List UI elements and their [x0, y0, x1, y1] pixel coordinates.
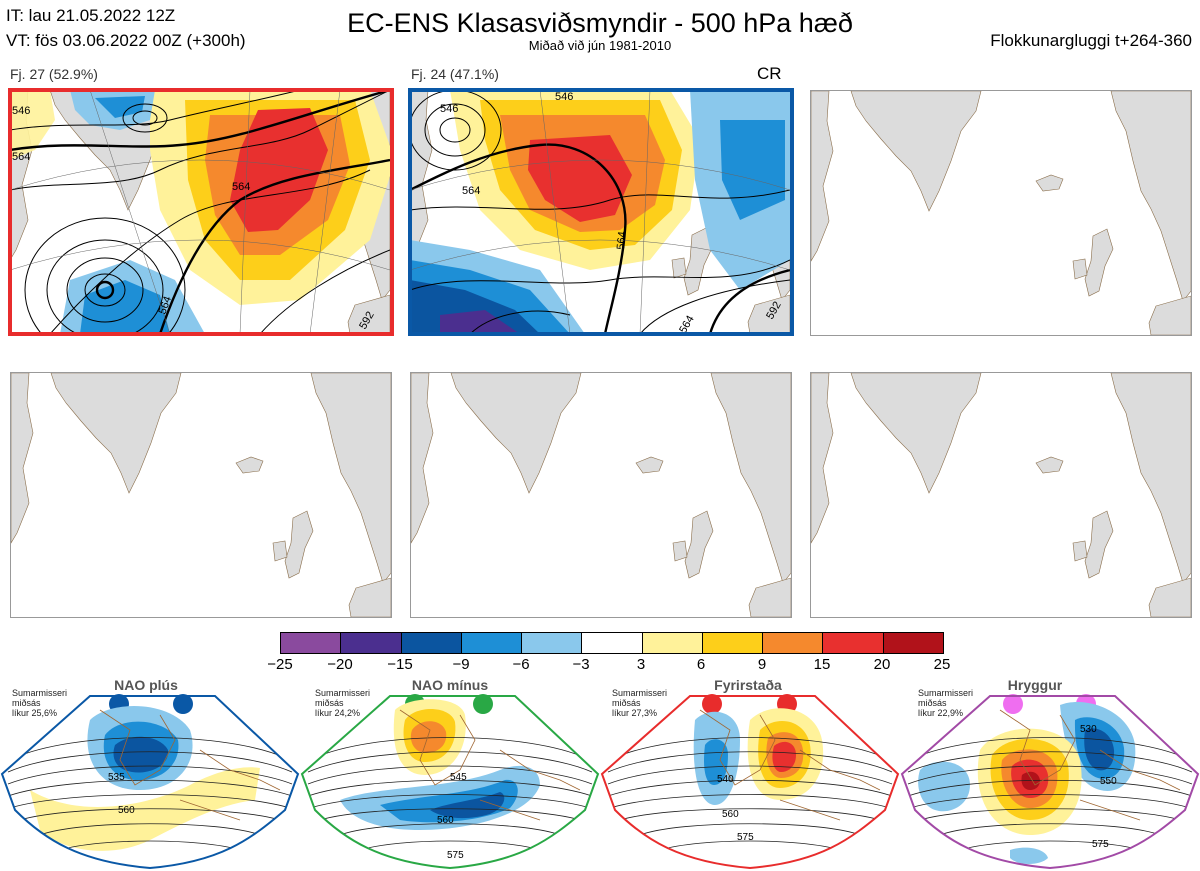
panel-1-contour-label: 564: [12, 151, 30, 163]
colorbar-tick: 20: [873, 656, 891, 673]
regime-4-contour-label: 550: [1100, 776, 1117, 787]
panel-2-contour-label: 546: [440, 103, 458, 115]
regime-3-title: Fyrirstaða: [714, 677, 782, 693]
regime-4-map: 530 550 575: [900, 695, 1200, 870]
colorbar-bin: [522, 633, 583, 653]
regime-1-contour-label: 560: [118, 805, 135, 816]
cluster-map-5: [410, 372, 792, 618]
colorbar-bin: [401, 633, 462, 653]
colorbar-tick: 3: [636, 656, 646, 673]
classification-window: Flokkunargluggi t+264-360: [990, 31, 1192, 50]
colorbar-tick: −20: [327, 656, 353, 673]
panel-1-contour-label: 564: [232, 181, 250, 193]
regime-3-contour-label: 575: [737, 832, 754, 843]
panel-2-contour-label: 546: [555, 91, 573, 103]
init-time: IT: lau 21.05.2022 12Z: [6, 6, 176, 25]
colorbar-tick: 15: [813, 656, 831, 673]
colorbar-tick: −25: [267, 656, 293, 673]
colorbar: [280, 632, 944, 654]
regime-3-map: 540 560 575: [600, 695, 900, 870]
regime-2-contour-label: 560: [437, 815, 454, 826]
regime-1-contour-label: 535: [108, 772, 125, 783]
regime-3-contour-label: 540: [717, 774, 734, 785]
colorbar-bin: [341, 633, 402, 653]
regime-3-note: Sumarmisseri miðsás líkur 27,3%: [612, 688, 668, 718]
valid-time: VT: fös 03.06.2022 00Z (+300h): [6, 31, 246, 50]
panel-2-border: [408, 88, 794, 336]
colorbar-bin: [461, 633, 523, 653]
page-subtitle: Miðað við jún 1981-2010: [528, 38, 672, 53]
regime-1-title: NAO plús: [114, 677, 178, 693]
cluster-map-6: [810, 372, 1192, 618]
colorbar-bin: [281, 633, 342, 653]
regime-4-title: Hryggur: [1007, 677, 1063, 693]
colorbar-bin: [823, 633, 884, 653]
panel-1-label: Fj. 27 (52.9%): [10, 66, 98, 82]
colorbar-bin: [702, 633, 764, 653]
regime-3-dot-left: [702, 694, 722, 714]
regime-4-dot-left: [1003, 694, 1023, 714]
regime-1-note: Sumarmisseri miðsás líkur 25,6%: [12, 688, 68, 718]
panel-1-border: [8, 88, 394, 336]
cluster-map-4: [10, 372, 392, 618]
colorbar-bin: [582, 633, 643, 653]
cluster-map-2: 546 546 564 564 564 592: [410, 90, 790, 334]
colorbar-tick: −9: [452, 656, 470, 673]
colorbar-bin: [642, 633, 703, 653]
regime-2-contour-label: 575: [447, 850, 464, 861]
colorbar-bin: [763, 633, 824, 653]
panel-1-contour-label: 564: [157, 295, 175, 316]
regime-2-contour-label: 545: [450, 772, 467, 783]
page-title: EC-ENS Klasasviðsmyndir - 500 hPa hæð: [347, 8, 853, 38]
cluster-map-1: 546 564 564 564 592: [10, 90, 390, 334]
panel-1-contour-label: 546: [12, 105, 30, 117]
panel-2-contour-label: 564: [615, 231, 629, 250]
regime-4-contour-label: 530: [1080, 724, 1097, 735]
colorbar-bin: [883, 633, 943, 653]
colorbar-tick: 25: [933, 656, 951, 673]
regime-1-map: 535 560: [0, 695, 300, 870]
regime-2-note: Sumarmisseri miðsás líkur 24,2%: [315, 688, 371, 718]
panel-2-regime-code: CR: [757, 64, 782, 83]
colorbar-tick: −15: [387, 656, 413, 673]
regime-2-map: 545 560 575: [300, 695, 600, 870]
colorbar-tick: 6: [696, 656, 706, 673]
regime-4-contour-label: 575: [1092, 839, 1109, 850]
regime-4-note: Sumarmisseri miðsás líkur 22,9%: [918, 688, 974, 718]
cluster-map-3: [810, 90, 1192, 336]
colorbar-tick: −3: [572, 656, 590, 673]
regime-1-dot-right: [173, 694, 193, 714]
panel-2-label: Fj. 24 (47.1%): [411, 66, 499, 82]
panel-2-contour-label: 564: [462, 185, 480, 197]
colorbar-tick: 9: [757, 656, 767, 673]
regime-2-title: NAO mínus: [411, 677, 489, 693]
colorbar-tick: −6: [512, 656, 530, 673]
regime-2-dot-right: [473, 694, 493, 714]
regime-3-contour-label: 560: [722, 809, 739, 820]
